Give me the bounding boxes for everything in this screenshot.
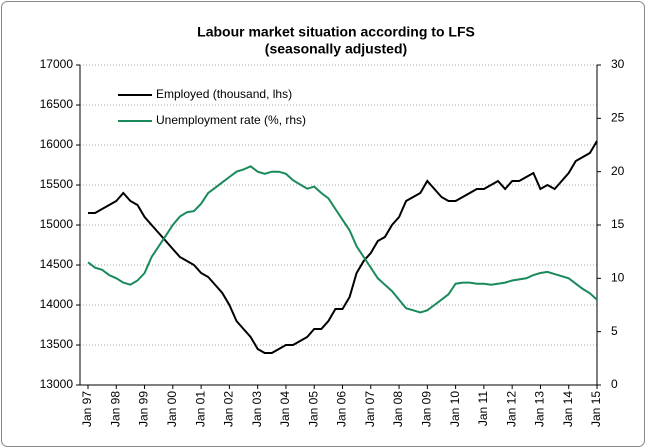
x-tick-label: Jan 08 (391, 391, 405, 427)
x-tick-label: Jan 15 (589, 391, 603, 427)
y-tick-label: 13500 (40, 337, 74, 351)
legend-label: Employed (thousand, lhs) (156, 87, 292, 101)
x-tick-label: Jan 97 (80, 391, 94, 427)
y2-tick-label: 20 (611, 164, 625, 178)
legend-label: Unemployment rate (%, rhs) (156, 113, 306, 127)
series-line (88, 140, 598, 354)
y2-tick-label: 0 (611, 377, 618, 391)
chart-title: Labour market situation according to LFS (197, 24, 475, 40)
series-line (87, 165, 598, 314)
x-tick-label: Jan 98 (108, 391, 122, 427)
y-tick-label: 15500 (40, 177, 74, 191)
x-tick-label: Jan 99 (137, 391, 151, 427)
y2-tick-label: 10 (611, 271, 625, 285)
y2-tick-label: 30 (611, 57, 625, 71)
x-tick-label: Jan 04 (278, 391, 292, 427)
y-tick-label: 14500 (40, 257, 74, 271)
y2-tick-label: 5 (611, 324, 618, 338)
x-tick-label: Jan 07 (363, 391, 377, 427)
x-tick-label: Jan 14 (561, 391, 575, 427)
chart-subtitle: (seasonally adjusted) (265, 41, 407, 57)
y2-tick-label: 25 (611, 111, 625, 125)
x-tick-label: Jan 05 (306, 391, 320, 427)
y-tick-label: 13000 (40, 377, 74, 391)
x-tick-label: Jan 13 (533, 391, 547, 427)
x-tick-label: Jan 06 (335, 391, 349, 427)
x-tick-label: Jan 12 (504, 391, 518, 427)
y2-tick-label: 15 (611, 217, 625, 231)
y-tick-label: 17000 (40, 57, 74, 71)
x-tick-label: Jan 11 (476, 391, 490, 426)
y-tick-label: 16500 (40, 97, 74, 111)
x-tick-label: Jan 09 (420, 391, 434, 427)
x-tick-label: Jan 00 (165, 391, 179, 427)
x-tick-label: Jan 01 (193, 391, 207, 427)
y-tick-label: 16000 (40, 137, 74, 151)
y-tick-label: 14000 (40, 297, 74, 311)
x-tick-label: Jan 10 (448, 391, 462, 427)
x-tick-label: Jan 03 (250, 391, 264, 427)
y-tick-label: 15000 (40, 217, 74, 231)
x-tick-label: Jan 02 (222, 391, 236, 427)
